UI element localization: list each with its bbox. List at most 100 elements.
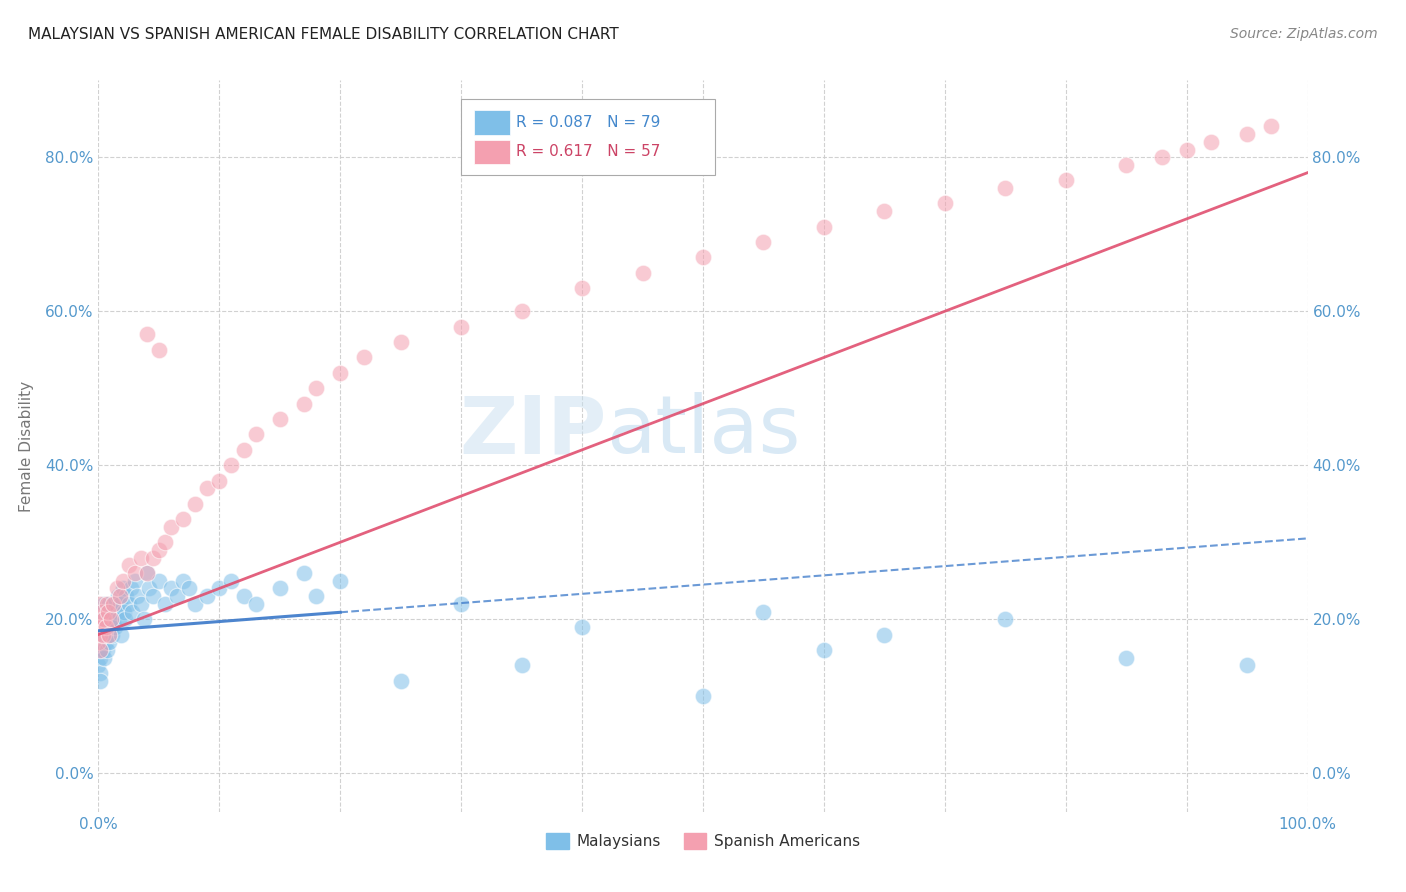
Text: R = 0.617   N = 57: R = 0.617 N = 57 xyxy=(516,145,659,160)
Point xyxy=(208,582,231,596)
Point xyxy=(195,589,218,603)
Point xyxy=(184,497,207,511)
Point xyxy=(353,351,375,365)
Point xyxy=(121,605,143,619)
Point xyxy=(631,266,654,280)
Point xyxy=(692,251,714,265)
Point xyxy=(232,442,254,457)
Point xyxy=(873,627,896,641)
Point xyxy=(160,582,183,596)
Point xyxy=(108,597,131,611)
Point xyxy=(91,627,114,641)
Point xyxy=(148,343,170,357)
Point xyxy=(329,366,352,380)
Point xyxy=(172,574,194,588)
Point xyxy=(90,643,112,657)
Point xyxy=(269,582,291,596)
Point xyxy=(166,589,188,603)
Point xyxy=(245,597,267,611)
Point xyxy=(510,304,533,318)
Point xyxy=(142,550,165,565)
Point xyxy=(148,574,170,588)
Point xyxy=(115,589,138,603)
Point xyxy=(105,605,128,619)
Point xyxy=(752,235,775,249)
Point xyxy=(96,597,118,611)
Point xyxy=(107,589,129,603)
Legend: Malaysians, Spanish Americans: Malaysians, Spanish Americans xyxy=(540,827,866,855)
Point xyxy=(153,535,176,549)
Point xyxy=(93,597,115,611)
Point xyxy=(94,635,117,649)
Point xyxy=(89,627,111,641)
Point xyxy=(329,574,352,588)
Point xyxy=(91,605,114,619)
Point xyxy=(305,381,328,395)
Point xyxy=(90,605,112,619)
Point xyxy=(89,597,111,611)
Point xyxy=(101,612,124,626)
Point xyxy=(195,481,218,495)
Point xyxy=(179,582,201,596)
Point xyxy=(90,627,112,641)
FancyBboxPatch shape xyxy=(474,139,509,164)
Point xyxy=(114,612,136,626)
Text: atlas: atlas xyxy=(606,392,800,470)
Text: ZIP: ZIP xyxy=(458,392,606,470)
Point xyxy=(389,673,412,688)
Point xyxy=(108,589,131,603)
Point xyxy=(221,574,243,588)
Point xyxy=(93,612,115,626)
Point xyxy=(124,574,146,588)
Point xyxy=(89,635,111,649)
Point xyxy=(1199,135,1222,149)
Point xyxy=(135,327,157,342)
Point xyxy=(292,566,315,580)
Point xyxy=(101,597,124,611)
Point xyxy=(813,643,835,657)
Point xyxy=(571,281,593,295)
Point xyxy=(89,620,111,634)
Y-axis label: Female Disability: Female Disability xyxy=(18,380,34,512)
Point xyxy=(87,620,110,634)
Point xyxy=(94,620,117,634)
Point xyxy=(98,635,121,649)
Point xyxy=(100,612,122,626)
Point xyxy=(94,620,117,634)
Point xyxy=(91,620,114,634)
Point xyxy=(87,643,110,657)
Point xyxy=(813,219,835,234)
Point xyxy=(112,605,135,619)
Point xyxy=(1175,143,1198,157)
Text: MALAYSIAN VS SPANISH AMERICAN FEMALE DISABILITY CORRELATION CHART: MALAYSIAN VS SPANISH AMERICAN FEMALE DIS… xyxy=(28,27,619,42)
Point xyxy=(111,582,134,596)
Point xyxy=(96,605,118,619)
Point xyxy=(389,334,412,349)
Point xyxy=(1115,650,1137,665)
Point xyxy=(97,612,120,626)
Point xyxy=(89,627,111,641)
Point xyxy=(138,582,160,596)
Point xyxy=(1152,150,1174,164)
Point xyxy=(135,566,157,580)
Point xyxy=(1054,173,1077,187)
Point xyxy=(934,196,956,211)
Point xyxy=(160,520,183,534)
Point xyxy=(873,204,896,219)
Point xyxy=(100,605,122,619)
FancyBboxPatch shape xyxy=(461,99,716,176)
Point xyxy=(97,605,120,619)
Point xyxy=(105,582,128,596)
Point xyxy=(129,550,152,565)
Point xyxy=(96,643,118,657)
Point xyxy=(292,397,315,411)
Point xyxy=(120,582,142,596)
Point xyxy=(91,635,114,649)
Point xyxy=(118,558,141,573)
Point xyxy=(100,620,122,634)
Point xyxy=(104,620,127,634)
Point xyxy=(245,427,267,442)
Point xyxy=(111,574,134,588)
Point xyxy=(142,589,165,603)
Point xyxy=(100,627,122,641)
